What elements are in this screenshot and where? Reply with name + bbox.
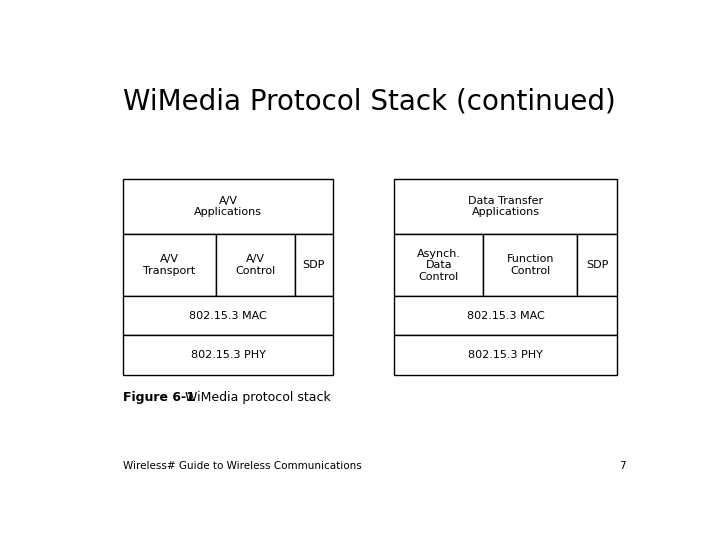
Bar: [577, 234, 617, 296]
Text: A/V
Transport: A/V Transport: [143, 254, 196, 276]
Text: WiMedia protocol stack: WiMedia protocol stack: [169, 391, 331, 404]
Bar: [124, 179, 333, 234]
Text: A/V
Control: A/V Control: [235, 254, 276, 276]
Text: Asynch.
Data
Control: Asynch. Data Control: [417, 248, 461, 282]
Text: Figure 6-1: Figure 6-1: [124, 391, 195, 404]
Text: 802.15.3 MAC: 802.15.3 MAC: [189, 311, 267, 321]
Text: 802.15.3 MAC: 802.15.3 MAC: [467, 311, 544, 321]
Text: 7: 7: [619, 462, 626, 471]
Bar: [483, 234, 577, 296]
Text: Data Transfer
Applications: Data Transfer Applications: [468, 195, 544, 217]
Text: A/V
Applications: A/V Applications: [194, 195, 262, 217]
Text: Function
Control: Function Control: [506, 254, 554, 276]
Bar: [295, 234, 333, 296]
Text: SDP: SDP: [302, 260, 325, 270]
Text: SDP: SDP: [586, 260, 608, 270]
Bar: [394, 335, 617, 375]
Bar: [394, 296, 617, 335]
Bar: [124, 234, 215, 296]
Text: Wireless# Guide to Wireless Communications: Wireless# Guide to Wireless Communicatio…: [124, 462, 362, 471]
Bar: [124, 335, 333, 375]
Text: 802.15.3 PHY: 802.15.3 PHY: [468, 350, 543, 360]
Bar: [394, 234, 483, 296]
Bar: [215, 234, 295, 296]
Text: 802.15.3 PHY: 802.15.3 PHY: [191, 350, 266, 360]
Bar: [124, 296, 333, 335]
Text: WiMedia Protocol Stack (continued): WiMedia Protocol Stack (continued): [124, 87, 616, 116]
Bar: [394, 179, 617, 234]
